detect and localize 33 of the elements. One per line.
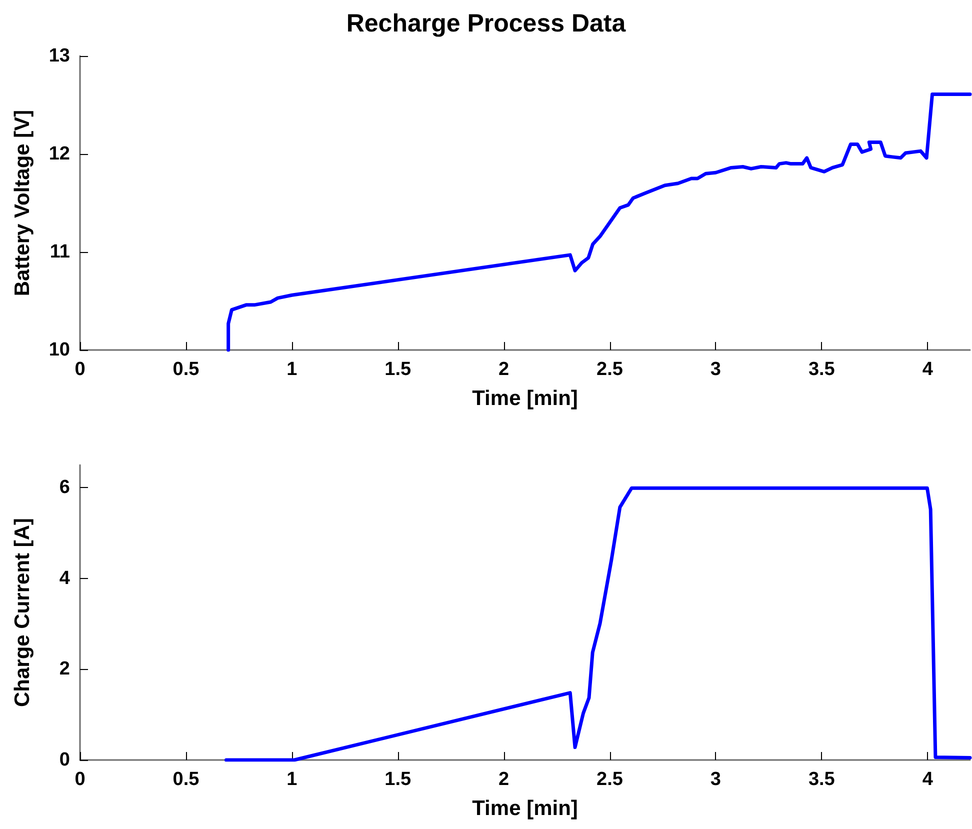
x-tick-label: 3.5 [808, 769, 836, 790]
x-tick-label: 4 [922, 359, 934, 380]
y-tick-label: 2 [59, 658, 70, 680]
y-tick-label: 4 [59, 568, 70, 589]
x-tick-label: 1.5 [384, 359, 412, 380]
x-tick-label: 0 [74, 769, 86, 790]
x-tick-label: 3.5 [808, 359, 836, 380]
chart-title: Recharge Process Data [346, 10, 627, 38]
x-tick-label: 2 [498, 769, 510, 790]
x-tick-label: 4 [922, 769, 934, 790]
x-tick-label: 2.5 [596, 359, 624, 380]
y-tick-label: 6 [59, 477, 70, 498]
y-tick-label: 0 [59, 750, 70, 770]
y-tick-label: 12 [48, 144, 70, 164]
x-tick-label: 2 [498, 359, 510, 380]
y-axis-title: Charge Current [A] [11, 518, 34, 708]
y-tick-label: 11 [50, 242, 70, 262]
line-series [224, 486, 972, 762]
x-tick-label: 0.5 [172, 359, 200, 380]
y-tick-label: 10 [48, 340, 70, 360]
x-tick-label: 0.5 [172, 769, 200, 790]
y-tick-label: 13 [48, 46, 70, 66]
x-tick-label: 3 [710, 769, 722, 790]
x-tick-label: 1.5 [384, 769, 412, 790]
x-tick-label: 1 [286, 769, 298, 790]
line-series [226, 92, 972, 352]
x-tick-label: 2.5 [596, 769, 624, 790]
x-tick-label: 1 [286, 359, 298, 380]
x-axis-title: Time [min] [472, 387, 578, 410]
x-tick-label: 0 [74, 359, 86, 380]
x-axis-title: Time [min] [472, 797, 578, 820]
y-axis-title: Battery Voltage [V] [11, 110, 34, 296]
x-tick-label: 3 [710, 359, 722, 380]
